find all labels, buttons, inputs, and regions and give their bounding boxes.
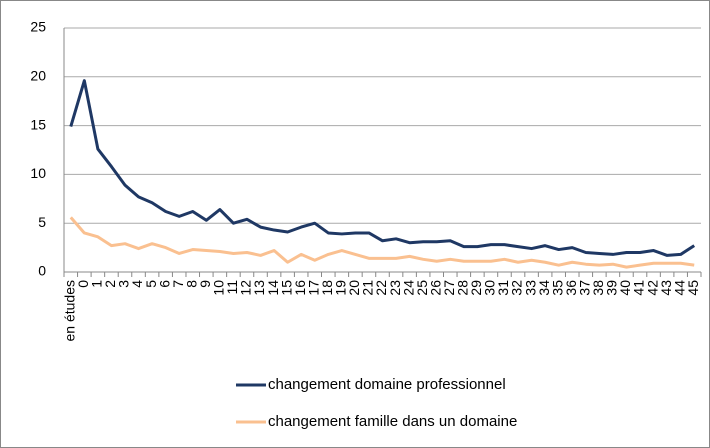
legend-label: changement domaine professionnel: [268, 376, 506, 393]
x-tick-label: 1: [89, 280, 105, 288]
x-tick-label: 31: [495, 280, 511, 296]
x-tick-label: 29: [468, 280, 484, 296]
x-tick-label: 12: [238, 280, 254, 296]
series-line: [69, 216, 695, 269]
x-tick-label: 33: [522, 280, 538, 296]
x-tick-label: 3: [116, 280, 132, 288]
x-tick-label: 44: [671, 280, 687, 296]
x-tick-label: 32: [509, 280, 525, 296]
x-tick-label: 26: [427, 280, 443, 296]
x-tick-label: 8: [183, 280, 199, 288]
legend-label: changement famille dans un domaine: [268, 413, 517, 430]
x-tick-label: 24: [400, 280, 416, 296]
x-tick-label: 0: [75, 280, 91, 288]
x-tick-label: 34: [536, 280, 552, 296]
x-tick-label: 14: [265, 280, 281, 296]
x-tick-label: 22: [373, 280, 389, 296]
x-tick-label: 41: [631, 280, 647, 296]
y-tick-label: 10: [30, 165, 46, 181]
x-tick-label: 11: [224, 280, 240, 295]
y-tick-label: 15: [30, 116, 46, 132]
x-tick-label: 17: [305, 280, 321, 296]
x-tick-label: 28: [455, 280, 471, 296]
series-line: [69, 79, 696, 257]
x-tick-label: 40: [617, 280, 633, 296]
x-tick-label: 39: [604, 280, 620, 296]
x-tick-label: 21: [360, 280, 376, 296]
y-tick-label: 20: [30, 68, 46, 84]
x-tick-label: 36: [563, 280, 579, 296]
x-tick-label: 6: [156, 280, 172, 288]
x-tick-label: 5: [143, 280, 159, 288]
x-tick-label: 23: [387, 280, 403, 296]
x-tick-label: 9: [197, 280, 213, 288]
x-tick-label: 15: [278, 280, 294, 296]
x-tick-label: 18: [319, 280, 335, 296]
x-tick-label: 16: [292, 280, 308, 296]
x-tick-label: 10: [211, 280, 227, 296]
x-tick-label: 37: [577, 280, 593, 296]
y-tick-label: 25: [30, 19, 46, 35]
x-tick-label: 38: [590, 280, 606, 296]
x-tick-label: 7: [170, 280, 186, 288]
x-tick-label: 20: [346, 280, 362, 296]
x-tick-label: 13: [251, 280, 267, 296]
x-tick-label: 45: [685, 280, 701, 296]
x-tick-label: 30: [482, 280, 498, 296]
y-tick-label: 5: [38, 214, 46, 230]
x-tick-label: 19: [333, 280, 349, 296]
x-tick-label: 2: [102, 280, 118, 288]
y-tick-label: 0: [38, 263, 46, 279]
x-tick-label: 43: [658, 280, 674, 296]
x-tick-label: 27: [441, 280, 457, 296]
x-tick-label: 35: [549, 280, 565, 296]
x-tick-label: 4: [129, 280, 145, 288]
x-tick-label: 42: [644, 280, 660, 296]
x-tick-label: 25: [414, 280, 430, 296]
x-tick-label: en études: [61, 280, 77, 342]
